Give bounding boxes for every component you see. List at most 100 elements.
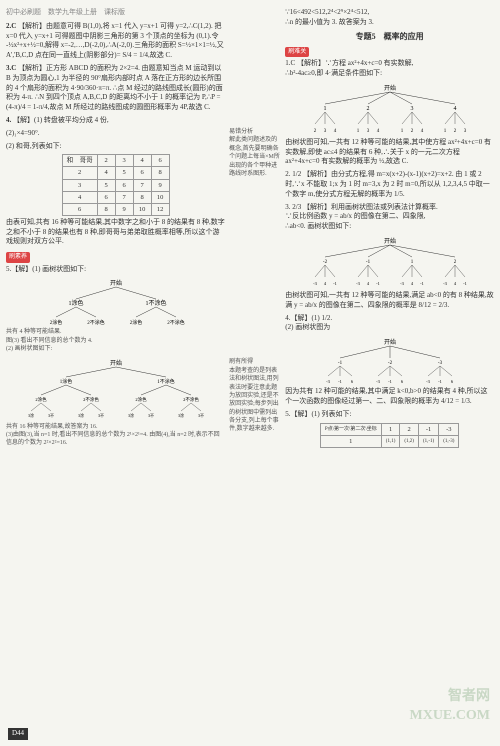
table-brothers: 和 哥哥2346 24568 35679 467810 6891012 (62, 154, 170, 215)
svg-text:开始: 开始 (384, 84, 396, 92)
top-continuation: ∵16<492<512,2⁴<2⁹×2⁴<512, ∴n 的最小值为 3. 故答… (285, 8, 494, 28)
svg-text:3涂: 3涂 (128, 412, 134, 418)
svg-text:-2: -2 (388, 361, 393, 366)
svg-text:3: 3 (323, 129, 326, 134)
svg-text:-3: -3 (376, 379, 380, 384)
svg-text:2: 2 (453, 129, 456, 134)
svg-text:4: 4 (420, 129, 423, 134)
svg-text:-1: -1 (338, 379, 342, 384)
svg-text:1: 1 (410, 260, 413, 265)
line-4b: (2) 和哥,列表如下: (6, 142, 225, 152)
note-2: 刷有所得 本题考查的是列表法和树状图法,用列表法时要注意此题为放回实验,还是不放… (229, 358, 281, 434)
svg-text:开始: 开始 (384, 338, 396, 346)
margin-notes: 易错分析 解此类问题述及的概念,首先要明确各个问题上每当×M所出现的各个甲种进路… (229, 8, 281, 738)
problem-r2: 2. 1/2 【解析】由分式方程,得 m=x(x+2)-(x-1)(x+2)=x… (285, 170, 494, 199)
svg-text:-3: -3 (438, 361, 443, 366)
svg-text:6: 6 (451, 379, 454, 384)
svg-text:4: 4 (367, 281, 370, 286)
svg-text:1涂色: 1涂色 (59, 378, 72, 385)
svg-text:4: 4 (333, 129, 336, 134)
svg-text:-1: -1 (333, 281, 337, 286)
svg-text:3: 3 (463, 129, 466, 134)
problem-r5: 5.【解】(1) 列表如下: (285, 410, 494, 420)
svg-text:开始: 开始 (110, 359, 122, 367)
svg-text:1不涂色: 1不涂色 (157, 378, 175, 385)
svg-text:3: 3 (410, 106, 413, 112)
tree-r2: 开始 -2 -1 1 2 -34-1 -34-1 -34-1 -34-1 (300, 235, 480, 290)
svg-text:3不: 3不 (148, 413, 154, 418)
svg-text:-2: -2 (323, 260, 328, 265)
svg-text:开始: 开始 (110, 279, 122, 287)
svg-text:2: 2 (366, 106, 369, 112)
svg-text:-3: -3 (313, 281, 317, 286)
svg-text:-3: -3 (400, 281, 404, 286)
page-header: 初中必刷题 数学九年级上册 课标版 (6, 8, 225, 18)
problem-r1: 1.C 【解析】∵方程 ax²+4x+c=0 有实数解, ∴b²-4ac≥0,即… (285, 59, 494, 79)
svg-text:2涂色: 2涂色 (135, 396, 147, 402)
left-column: 初中必刷题 数学九年级上册 课标版 2.C 【解析】由题意可得 B(1,0),将… (6, 8, 225, 738)
after-tree2: 共有 16 种等可能结果,故答案为 16. (3)由图(3),当 n=1 时,看… (6, 423, 225, 448)
svg-text:6: 6 (351, 379, 354, 384)
right-column: ∵16<492<512,2⁴<2⁹×2⁴<512, ∴n 的最小值为 3. 故答… (285, 8, 494, 738)
svg-text:-1: -1 (376, 281, 380, 286)
tree-diagram-2: 开始 1涂色 1不涂色 2涂色 2不涂色 2涂色 2不涂色 3涂3不 3涂3不 … (16, 357, 216, 422)
problem-r4: 4.【解】(1) 1/2. (2) 画树状图为 (285, 314, 494, 334)
after-r2: 由树状图可知,一共有 12 种等可能的结果,满足 ab<0 的有 8 种结果,故… (285, 291, 494, 311)
svg-text:-1: -1 (420, 281, 424, 286)
svg-text:1: 1 (400, 129, 403, 134)
svg-text:2涂色: 2涂色 (129, 319, 142, 326)
svg-text:开始: 开始 (384, 237, 396, 245)
tag-nanguan: 刷难关 (285, 47, 309, 57)
svg-text:2不涂色: 2不涂色 (183, 396, 199, 403)
svg-text:4: 4 (411, 281, 414, 286)
after-r3: 因为共有 12 种可能的结果,其中满足 k<0,b>0 的结果有 4 种,所以这… (285, 387, 494, 407)
svg-text:4: 4 (324, 281, 327, 286)
svg-text:-1: -1 (463, 281, 467, 286)
problem-2c: 2.C 【解析】由题意可得 B(1,0),将 x=1 代入 y=x+1 可得 y… (6, 22, 225, 61)
svg-text:1: 1 (356, 129, 359, 134)
svg-text:3: 3 (366, 129, 369, 134)
problem-3c: 3.C 【解析】正方形 ABCD 的面积为 2×2=4. 由题意知当点 M 运动… (6, 64, 225, 113)
after-table1: 由表可知,共有 16 种等可能结果,其中数字之和小于 8 的结果有 8 种,数字… (6, 218, 225, 247)
svg-text:2涂色: 2涂色 (35, 396, 47, 402)
svg-text:1: 1 (323, 106, 326, 112)
svg-text:3不: 3不 (48, 413, 54, 418)
svg-text:3涂: 3涂 (78, 412, 84, 418)
tree-r1: 开始 1 2 3 4 234 134 124 123 (300, 82, 480, 137)
table-p-points: P点\第一次\第二次\坐标12-1-3 1(1,1)(1,2)(1,-1)(1,… (320, 423, 460, 448)
tree-diagram-1: 开始 1涂色 1不涂色 2涂色 2不涂色 2涂色 2不涂色 (36, 277, 196, 327)
svg-text:4: 4 (454, 281, 457, 286)
svg-text:-3: -3 (326, 379, 330, 384)
svg-text:2: 2 (453, 260, 456, 265)
svg-text:1涂色: 1涂色 (68, 299, 83, 307)
svg-text:-1: -1 (438, 379, 442, 384)
svg-text:3涂: 3涂 (28, 412, 34, 418)
problem-5-left: 5.【解】(1) 画树状图如下: (6, 265, 225, 275)
after-r1: 由树状图可知,一共有 12 种等可能的结果,其中使方程 ax²+4x+c=0 有… (285, 138, 494, 167)
svg-text:1不涂色: 1不涂色 (145, 299, 166, 307)
svg-text:2涂色: 2涂色 (49, 319, 62, 326)
svg-text:4: 4 (453, 106, 456, 112)
svg-text:-3: -3 (356, 281, 360, 286)
svg-text:2不涂色: 2不涂色 (167, 319, 185, 326)
svg-text:4: 4 (376, 129, 379, 134)
svg-text:2不涂色: 2不涂色 (83, 396, 99, 403)
after-tree1: 共有 4 种等可能结果. 图(3) 看出不同信息的总个数为 4. (2) 画树状… (6, 328, 225, 353)
svg-text:-3: -3 (443, 281, 447, 286)
svg-text:-1: -1 (338, 361, 343, 366)
tree-r3: 开始 -1 -2 -3 -3 -1 6 -3 -1 6 -3 -1 6 (310, 336, 470, 386)
svg-text:6: 6 (401, 379, 404, 384)
svg-text:3不: 3不 (98, 413, 104, 418)
svg-text:-1: -1 (388, 379, 392, 384)
watermark: 智者网 MXUE.COM (410, 687, 491, 726)
section-title: 专题5 概率的应用 (285, 31, 494, 42)
page-number: D44 (8, 728, 28, 740)
svg-text:2不涂色: 2不涂色 (87, 319, 105, 326)
problem-r3: 3. 2/3 【解析】利用画树状图法或列表法计算概率. ∵反比例函数 y = a… (285, 203, 494, 232)
svg-text:2: 2 (313, 129, 316, 134)
problem-4: 4. 【解】(1) 转盘被平均分成 4 份, (6, 116, 225, 126)
tag-suyang: 刷素养 (6, 252, 30, 262)
svg-text:-3: -3 (426, 379, 430, 384)
svg-text:2: 2 (410, 129, 413, 134)
line-4a: (2)₁×4=90°. (6, 129, 225, 139)
